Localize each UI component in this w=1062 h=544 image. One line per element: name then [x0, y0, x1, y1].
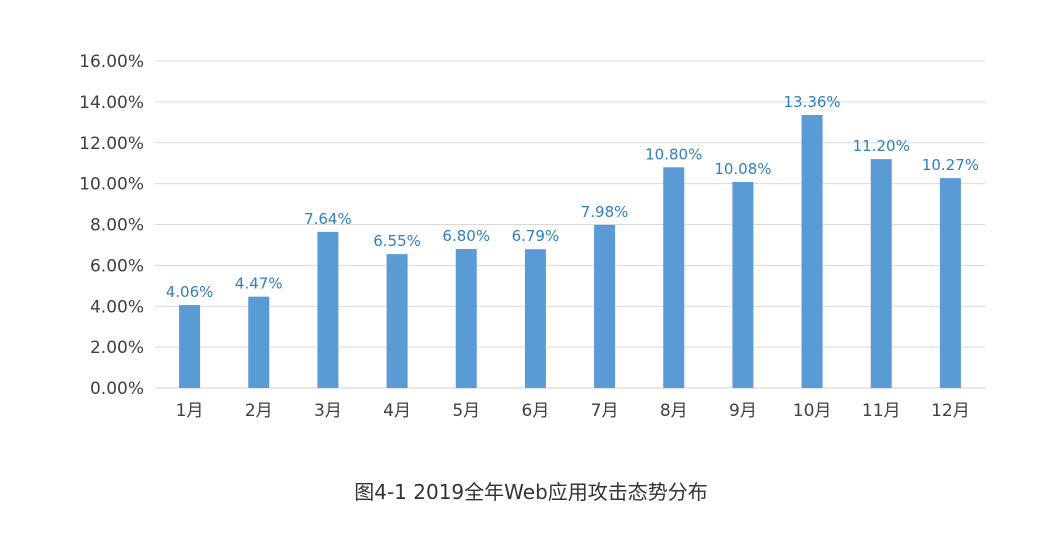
y-tick-label: 10.00% [79, 175, 144, 195]
bar [455, 249, 477, 388]
bar-chart: 0.00% 2.00% 4.00% 6.00% 8.00% 10.00% 12.00% 14.… [79, 52, 985, 421]
x-tick-label: 4月 [383, 401, 411, 421]
bar [870, 159, 892, 388]
data-label: 10.08% [714, 160, 771, 178]
gridlines [155, 60, 985, 389]
data-label: 7.64% [304, 210, 352, 228]
bar [179, 305, 201, 388]
y-axis-tick-labels: 0.00% 2.00% 4.00% 6.00% 8.00% 10.00% 12.00% 14.… [79, 52, 144, 399]
x-tick-label: 8月 [660, 401, 688, 421]
y-tick-label: 4.00% [90, 297, 144, 317]
x-tick-label: 6月 [522, 401, 550, 421]
data-label: 11.20% [853, 137, 910, 155]
data-label: 10.80% [645, 145, 702, 163]
y-tick-label: 8.00% [90, 216, 144, 236]
bar [386, 254, 408, 388]
x-tick-label: 1月 [176, 401, 204, 421]
y-tick-label: 16.00% [79, 52, 144, 72]
x-tick-label: 12月 [931, 401, 970, 421]
data-label: 4.06% [166, 283, 214, 301]
bar [524, 249, 546, 388]
y-tick-label: 6.00% [90, 256, 144, 276]
bar [939, 178, 961, 388]
data-labels: 4.06% 4.47% 7.64% 6.55% 6.80% 6.79% 7.98% 10.80… [166, 93, 979, 301]
data-label: 6.80% [442, 227, 490, 245]
x-tick-label: 10月 [793, 401, 832, 421]
data-label: 6.55% [373, 232, 421, 250]
x-tick-label: 11月 [862, 401, 901, 421]
x-tick-label: 2月 [245, 401, 273, 421]
bar [663, 167, 685, 388]
y-tick-label: 2.00% [90, 338, 144, 358]
data-label: 10.27% [922, 156, 979, 174]
bar [732, 181, 754, 388]
x-tick-label: 7月 [591, 401, 619, 421]
data-label: 6.79% [512, 227, 560, 245]
figure-caption: 图4-1 2019全年Web应用攻击态势分布 [354, 480, 708, 504]
y-tick-label: 14.00% [79, 93, 144, 113]
x-tick-label: 3月 [314, 401, 342, 421]
x-tick-label: 5月 [452, 401, 480, 421]
bar [248, 296, 270, 388]
bar [801, 114, 823, 388]
bars [179, 114, 961, 388]
x-tick-label: 9月 [729, 401, 757, 421]
data-label: 7.98% [581, 203, 629, 221]
y-tick-label: 12.00% [79, 134, 144, 154]
data-label: 13.36% [783, 93, 840, 111]
y-tick-label: 0.00% [90, 379, 144, 399]
data-label: 4.47% [235, 275, 283, 293]
x-axis-tick-labels: 1月 2月 3月 4月 5月 6月 7月 8月 9月 10月 11月 12月 [176, 401, 970, 421]
bar [594, 224, 616, 388]
bar [317, 231, 339, 388]
